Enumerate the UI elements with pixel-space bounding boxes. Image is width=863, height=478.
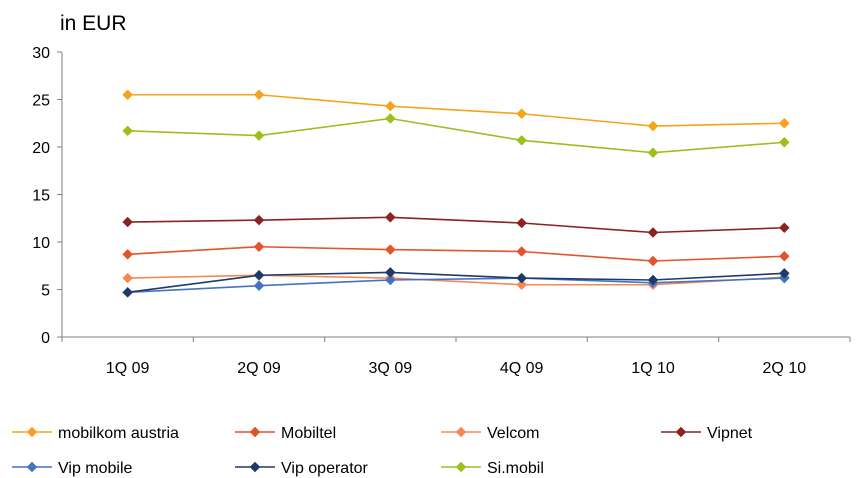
data-point (516, 134, 528, 146)
data-point (122, 216, 134, 228)
series-group (122, 89, 790, 298)
data-point (122, 272, 134, 284)
legend-swatch-marker (249, 426, 261, 438)
y-tick-label: 25 (32, 93, 50, 110)
legend-swatch-marker (675, 426, 687, 438)
series-line (127, 274, 785, 286)
legend: mobilkom austria Mobiltel Velcom Vipnet Vip … (12, 425, 753, 477)
legend-item: Mobiltel (235, 425, 336, 442)
data-point (122, 286, 134, 298)
data-point (516, 246, 528, 257)
legend-label: mobilkom austria (58, 425, 179, 442)
series-line (127, 271, 785, 294)
data-point (647, 120, 659, 132)
legend-swatch-marker (455, 426, 467, 438)
series-5 (122, 267, 790, 298)
y-tick-label: 15 (32, 188, 50, 205)
series-line (127, 93, 785, 127)
data-point (647, 255, 659, 267)
data-point (122, 248, 134, 260)
data-point (384, 244, 396, 255)
series-line (127, 117, 785, 154)
x-tick-label: 2Q 10 (763, 360, 807, 377)
legend-label: Mobiltel (281, 425, 336, 442)
legend-label: Vip mobile (58, 460, 133, 477)
x-tick-label: 2Q 09 (237, 360, 281, 377)
axes: 0 5 10 15 20 25 30 1Q 09 2Q 09 3Q 09 4Q 09 1Q 10 2Q … (32, 45, 851, 377)
data-point (253, 241, 265, 253)
x-tick-label: 1Q 09 (106, 360, 150, 377)
data-point (384, 211, 396, 223)
unit-label: in EUR (60, 12, 127, 35)
data-point (253, 130, 265, 141)
legend-label: Vipnet (707, 425, 753, 442)
y-tick-label: 20 (32, 140, 50, 157)
legend-swatch-marker (455, 461, 467, 473)
series-3 (122, 211, 790, 238)
data-point (516, 279, 528, 291)
legend-swatch-marker (26, 426, 38, 438)
data-point (384, 274, 396, 286)
data-point (778, 117, 790, 129)
data-point (778, 267, 790, 279)
legend-swatch-marker (249, 461, 261, 473)
data-point (778, 136, 790, 148)
series-line (127, 216, 785, 234)
series-0 (122, 89, 790, 132)
data-point (253, 280, 265, 292)
legend-item: Si.mobil (441, 460, 544, 477)
x-tick-label: 3Q 09 (369, 360, 413, 377)
data-point (778, 222, 790, 234)
legend-item: Vip mobile (12, 460, 133, 477)
x-tick-label: 4Q 09 (500, 360, 544, 377)
legend-label: Vip operator (281, 460, 369, 477)
data-point (253, 89, 265, 101)
y-tick-label: 30 (32, 45, 50, 62)
data-point (647, 227, 659, 238)
data-point (384, 267, 396, 278)
series-6 (122, 113, 790, 159)
data-point (253, 269, 265, 281)
y-tick-label: 0 (41, 330, 50, 347)
data-point (253, 214, 265, 226)
x-tick-label: 1Q 10 (631, 360, 675, 377)
legend-label: Velcom (487, 425, 539, 442)
data-point (122, 125, 134, 137)
data-point (647, 147, 659, 159)
series-1 (122, 241, 790, 267)
legend-item: mobilkom austria (12, 425, 179, 442)
data-point (778, 250, 790, 262)
data-point (122, 89, 134, 101)
data-point (647, 274, 659, 286)
data-point (384, 113, 396, 124)
series-line (127, 277, 785, 294)
data-point (516, 272, 528, 284)
legend-item: Vip operator (235, 460, 369, 477)
y-tick-label: 5 (41, 283, 50, 300)
legend-label: Si.mobil (487, 460, 544, 477)
data-point (384, 100, 396, 112)
series-line (127, 245, 785, 262)
legend-item: Vipnet (661, 425, 753, 442)
legend-swatch-marker (26, 461, 38, 473)
data-point (516, 217, 528, 229)
data-point (516, 108, 528, 120)
legend-item: Velcom (441, 425, 539, 442)
y-tick-label: 10 (32, 235, 50, 252)
